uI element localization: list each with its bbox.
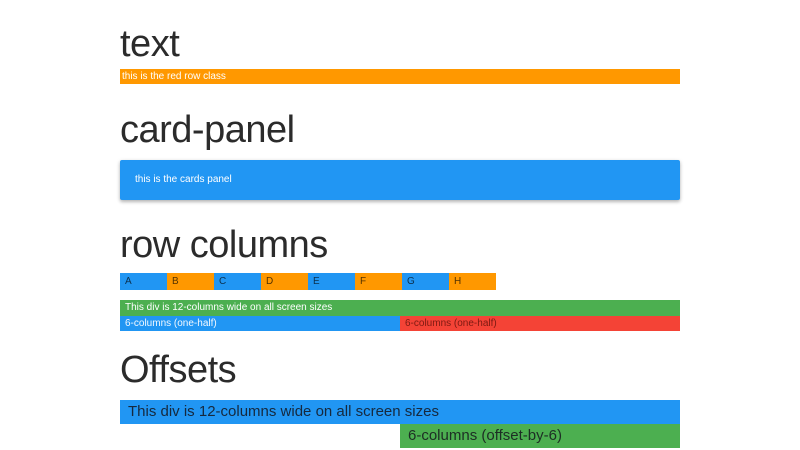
grid-column-d: D: [261, 273, 308, 290]
red-row-demo-bar: this is the red row class: [120, 69, 680, 84]
six-columns-left-bar: 6-columns (one-half): [120, 316, 400, 331]
grid-column-h: H: [449, 273, 496, 290]
grid-column-e: E: [308, 273, 355, 290]
grid-column-a: A: [120, 273, 167, 290]
section-heading-offsets: Offsets: [120, 349, 237, 391]
twelve-columns-bar: This div is 12-columns wide on all scree…: [120, 300, 680, 316]
section-heading-text: text: [120, 23, 180, 65]
grid-columns-row: A B C D E F G H: [120, 273, 680, 290]
section-heading-card-panel: card-panel: [120, 109, 295, 151]
offset-columns-row: 6-columns (offset-by-6): [120, 424, 680, 448]
six-columns-offset-bar: 6-columns (offset-by-6): [400, 424, 680, 448]
grid-column-g: G: [402, 273, 449, 290]
section-heading-row-columns: row columns: [120, 224, 328, 266]
half-columns-row: 6-columns (one-half) 6-columns (one-half…: [120, 316, 680, 331]
page-container: text this is the red row class card-pane…: [120, 22, 680, 448]
grid-column-c: C: [214, 273, 261, 290]
grid-column-f: F: [355, 273, 402, 290]
offset-spacer: [120, 424, 400, 448]
grid-column-b: B: [167, 273, 214, 290]
cards-panel: this is the cards panel: [120, 160, 680, 200]
offsets-twelve-columns-bar: This div is 12-columns wide on all scree…: [120, 400, 680, 424]
six-columns-right-bar: 6-columns (one-half): [400, 316, 680, 331]
